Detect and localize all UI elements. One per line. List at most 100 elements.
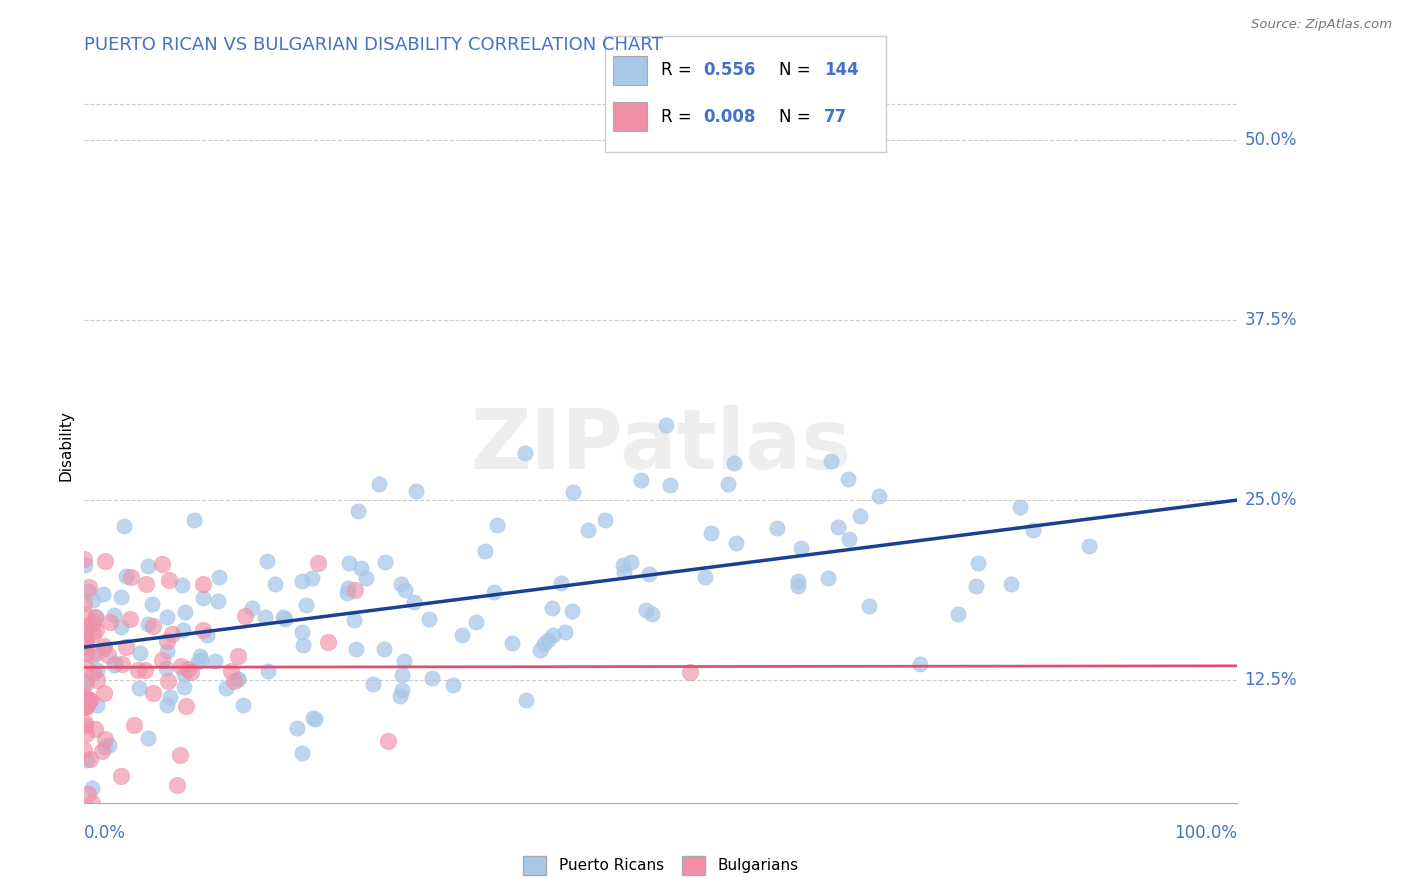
Point <box>228 673 250 687</box>
Point <box>73 624 96 638</box>
Point <box>193 577 215 591</box>
Point <box>82 627 104 641</box>
Point <box>304 712 326 726</box>
Point <box>402 595 425 609</box>
Point <box>344 583 367 598</box>
Point <box>967 556 990 570</box>
Point <box>291 624 314 639</box>
Point <box>73 716 96 731</box>
Point <box>75 640 97 654</box>
Text: 100.0%: 100.0% <box>1174 824 1237 842</box>
Point <box>908 657 931 671</box>
Text: 37.5%: 37.5% <box>1244 310 1296 329</box>
Point <box>513 446 536 460</box>
Point <box>837 472 859 486</box>
Point <box>75 700 97 714</box>
Point <box>619 555 641 569</box>
Point <box>394 582 416 597</box>
Point <box>271 609 294 624</box>
Point <box>422 671 444 685</box>
Point <box>93 641 115 656</box>
Point <box>337 582 360 596</box>
Point <box>222 673 245 688</box>
Point <box>156 634 179 648</box>
Point <box>537 633 560 648</box>
Point <box>75 727 97 741</box>
Point <box>75 558 97 572</box>
Point <box>232 698 254 712</box>
Point <box>501 636 523 650</box>
Text: N =: N = <box>779 108 810 126</box>
Text: Source: ZipAtlas.com: Source: ZipAtlas.com <box>1251 18 1392 31</box>
Point <box>73 690 96 704</box>
Point <box>142 686 165 700</box>
Point <box>336 586 359 600</box>
Point <box>612 558 634 572</box>
Point <box>361 676 384 690</box>
Point <box>474 543 496 558</box>
Point <box>392 654 415 668</box>
Point <box>204 654 226 668</box>
Point <box>347 504 370 518</box>
Point <box>136 731 159 745</box>
Point <box>115 640 138 655</box>
Point <box>187 655 209 669</box>
Point <box>295 598 318 612</box>
Point <box>725 536 748 550</box>
Point <box>482 585 505 599</box>
Point <box>264 577 287 591</box>
Point <box>157 574 180 588</box>
Point <box>73 634 96 648</box>
Point <box>658 478 681 492</box>
Point <box>79 693 101 707</box>
Point <box>84 610 107 624</box>
Point <box>391 683 413 698</box>
Point <box>79 751 101 765</box>
Point <box>291 574 314 588</box>
Point <box>561 604 583 618</box>
Point <box>766 521 789 535</box>
Point <box>76 692 98 706</box>
Bar <box>613 103 647 131</box>
Point <box>641 607 664 622</box>
Point <box>389 690 412 704</box>
Point <box>76 753 98 767</box>
Point <box>82 781 104 796</box>
Legend: Puerto Ricans, Bulgarians: Puerto Ricans, Bulgarians <box>517 850 804 880</box>
Text: 25.0%: 25.0% <box>1244 491 1296 509</box>
Point <box>155 660 177 674</box>
Point <box>112 519 135 533</box>
Point <box>97 648 120 663</box>
Point <box>817 571 839 585</box>
Point <box>787 578 810 592</box>
Point <box>90 744 112 758</box>
Point <box>84 623 107 637</box>
Point <box>173 666 195 681</box>
Point <box>173 681 195 695</box>
Point <box>73 719 96 733</box>
Point <box>73 551 96 566</box>
Point <box>93 686 115 700</box>
Point <box>166 778 188 792</box>
Point <box>373 642 395 657</box>
Point <box>593 513 616 527</box>
Point <box>75 635 97 649</box>
Point <box>111 657 134 671</box>
Point <box>405 483 427 498</box>
Point <box>337 556 360 570</box>
Point <box>634 603 657 617</box>
Point <box>73 743 96 757</box>
Point <box>84 609 107 624</box>
Point <box>75 646 97 660</box>
Point <box>73 619 96 633</box>
Point <box>169 748 191 763</box>
Point <box>188 648 211 663</box>
Point <box>418 612 440 626</box>
Point <box>86 673 108 687</box>
Point <box>174 605 197 619</box>
Text: 0.008: 0.008 <box>703 108 755 126</box>
Point <box>141 597 163 611</box>
Point <box>219 664 242 678</box>
Point <box>529 643 551 657</box>
Text: ZIPatlas: ZIPatlas <box>471 406 851 486</box>
